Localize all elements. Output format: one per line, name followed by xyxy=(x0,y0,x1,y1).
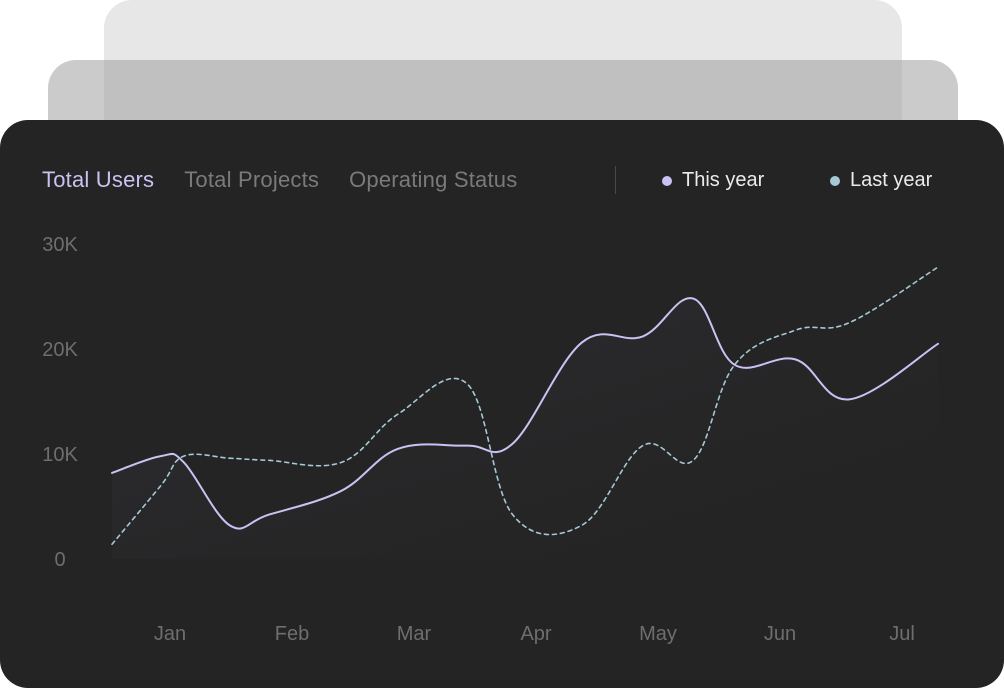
series-line-this-year[interactable] xyxy=(111,297,939,530)
legend-dot-icon xyxy=(662,175,672,186)
x-tick-label: Jul xyxy=(889,623,915,645)
series-line-last-year[interactable] xyxy=(111,266,939,546)
legend-last-year[interactable]: Last year xyxy=(830,169,932,192)
legend-dot-icon xyxy=(830,175,840,186)
x-tick-label: Feb xyxy=(275,623,309,645)
legend-this-year[interactable]: This year xyxy=(662,169,764,192)
y-tick-label: 0 xyxy=(54,549,65,571)
tab-total-projects[interactable]: Total Projects xyxy=(184,167,320,192)
y-tick-label: 10K xyxy=(42,444,78,466)
x-tick-label: Jan xyxy=(154,623,186,645)
x-tick-label: Apr xyxy=(520,623,551,645)
tabs-divider xyxy=(615,166,616,194)
tab-operating-status[interactable]: Operating Status xyxy=(349,167,518,192)
x-tick-label: Jun xyxy=(764,623,796,645)
chart-card: Total Users Total Projects Operating Sta… xyxy=(0,120,1004,688)
y-tick-label: 20K xyxy=(42,339,78,361)
x-tick-label: May xyxy=(639,623,677,645)
tab-total-users[interactable]: Total Users xyxy=(42,167,155,192)
y-tick-label: 30K xyxy=(42,234,78,256)
x-tick-label: Mar xyxy=(397,623,432,645)
legend-label: Last year xyxy=(850,169,933,191)
legend-label: This year xyxy=(682,169,765,191)
chart-tabs: Total Users Total Projects Operating Sta… xyxy=(42,167,517,193)
line-chart: 0 10K 20K 30K Jan Feb Mar Apr May Jun Jul xyxy=(42,234,939,645)
